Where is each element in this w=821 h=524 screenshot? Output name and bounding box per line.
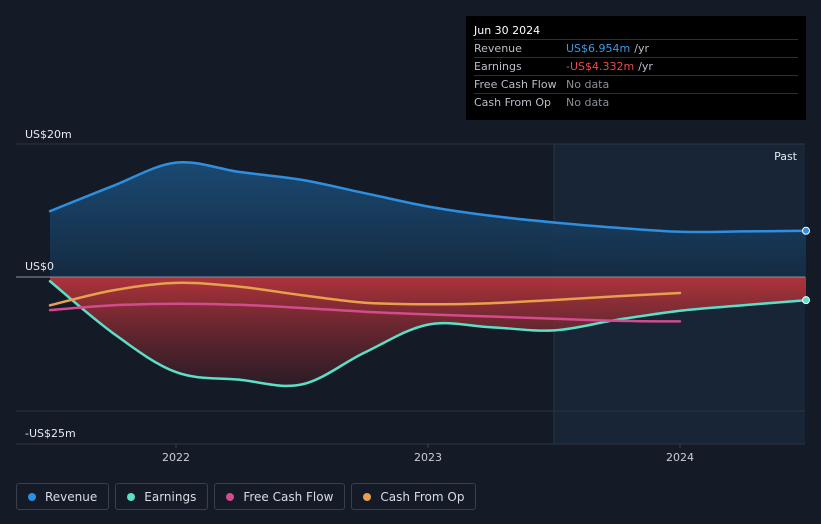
tooltip-row: Free Cash Flow No data [474, 75, 798, 93]
y-axis-tick-labels: US$20m US$0 -US$25m [25, 128, 76, 440]
legend-dot-icon [363, 492, 372, 501]
tooltip-row-value: -US$4.332m [566, 60, 635, 73]
gridlines [16, 143, 805, 445]
tooltip-row-value: No data [566, 78, 610, 91]
tooltip-row: Revenue US$6.954m/yr [474, 39, 798, 57]
series-end-markers [802, 226, 810, 305]
tooltip-row-label: Earnings [474, 60, 522, 73]
x-tick-label: 2023 [414, 451, 442, 464]
earnings-end-marker [802, 296, 810, 305]
legend-item-earnings[interactable]: Earnings [115, 483, 209, 510]
x-axis-tick-labels: 2022 2023 2024 [162, 444, 694, 464]
tooltip-rows: Revenue US$6.954m/yr Earnings -US$4.332m/yr… [474, 39, 798, 111]
tooltip-row-unit: /yr [638, 60, 653, 73]
tooltip-row-label: Free Cash Flow [474, 78, 557, 91]
x-tick-label: 2022 [162, 451, 190, 464]
tooltip-row: Cash From Op No data [474, 93, 798, 111]
revenue-line [48, 160, 808, 234]
legend-dot-icon [28, 492, 36, 501]
tooltip-row-value: US$6.954m [566, 42, 631, 55]
legend-label: Free Cash Flow [243, 489, 334, 504]
revenue-end-marker [802, 226, 810, 235]
tooltip-date: Jun 30 2024 [474, 24, 541, 37]
legend-dot-icon [226, 492, 235, 501]
legend-label: Earnings [144, 489, 197, 504]
series-lines [48, 160, 808, 388]
tooltip-row-label: Cash From Op [474, 96, 552, 109]
tooltip-row-unit: /yr [634, 42, 649, 55]
revenue-area [50, 162, 806, 277]
legend-item-free-cash-flow[interactable]: Free Cash Flow [214, 483, 346, 510]
tooltip-row-label: Revenue [474, 42, 522, 55]
y-tick-label: US$20m [25, 128, 72, 141]
y-tick-label: -US$25m [25, 427, 76, 440]
legend-label: Revenue [45, 489, 98, 504]
free-cash-flow-line [48, 302, 682, 323]
chart-legend: Revenue Earnings Free Cash Flow Cash From O… [16, 483, 477, 510]
y-tick-label: US$0 [25, 260, 54, 273]
legend-item-cash-from-op[interactable]: Cash From Op [351, 483, 477, 510]
data-tooltip: Jun 30 2024 Revenue US$6.954m/yr Earnings -… [466, 16, 806, 120]
x-tick-label: 2024 [666, 451, 694, 464]
legend-dot-icon [127, 492, 136, 501]
legend-item-revenue[interactable]: Revenue [16, 483, 110, 510]
tooltip-row-value: No data [566, 96, 610, 109]
earnings-line [48, 280, 808, 388]
tooltip-row: Earnings -US$4.332m/yr [474, 57, 798, 75]
legend-label: Cash From Op [380, 489, 465, 504]
cash-from-op-line [48, 281, 682, 307]
past-label: Past [774, 150, 798, 163]
